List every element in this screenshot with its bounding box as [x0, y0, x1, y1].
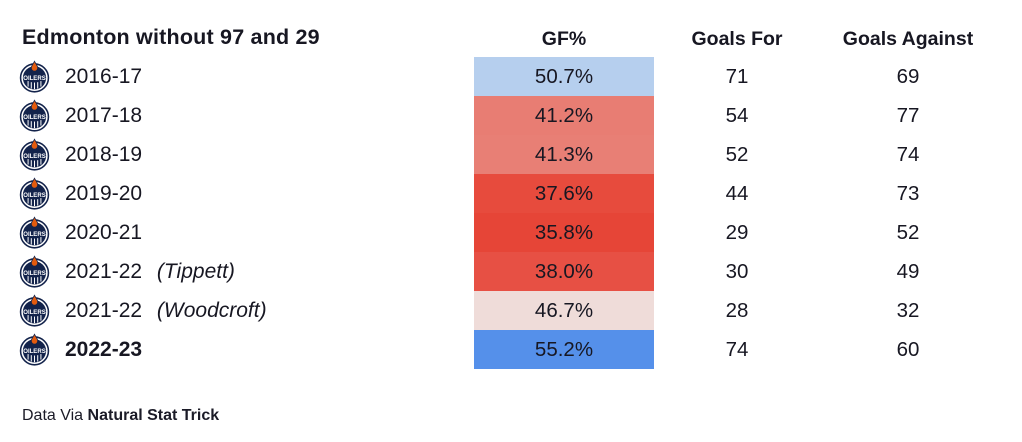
goals-for-cell: 71 [725, 64, 749, 88]
season-label: 2020-21 [65, 220, 143, 244]
oilers-logo-icon: OILERS [19, 138, 50, 171]
gf-pct-cell: 46.7% [474, 291, 654, 330]
table-body: OILERS 2016-17 50.7% 71 69 OILERS [0, 57, 1022, 369]
col-header-gf-pct: GF% [541, 27, 587, 50]
oilers-logo-icon: OILERS [19, 60, 50, 93]
data-source-name: Natural Stat Trick [87, 407, 220, 424]
table-row: OILERS 2020-21 35.8% 29 52 [0, 213, 1022, 252]
goals-for-cell: 54 [725, 103, 749, 127]
season-cell: OILERS 2018-19 [0, 135, 474, 174]
goals-against-cell: 77 [896, 103, 920, 127]
gf-pct-cell: 50.7% [474, 57, 654, 96]
col-header-goals-against: Goals Against [842, 27, 974, 50]
gf-pct-cell: 37.6% [474, 174, 654, 213]
goals-against-cell: 60 [896, 337, 920, 361]
season-cell: OILERS 2020-21 [0, 213, 474, 252]
oilers-logo-wordmark: OILERS [23, 271, 46, 277]
coach-note: (Tippett) [151, 259, 235, 283]
oilers-logo-wordmark: OILERS [23, 232, 46, 238]
goals-against-cell: 74 [896, 142, 920, 166]
season-label: 2018-19 [65, 142, 143, 166]
goals-for-cell: 74 [725, 337, 749, 361]
season-label: 2017-18 [65, 103, 143, 127]
table-row: OILERS 2019-20 37.6% 44 73 [0, 174, 1022, 213]
oilers-logo-wordmark: OILERS [23, 349, 46, 355]
page-title: Edmonton without 97 and 29 [22, 25, 320, 50]
season-label: 2021-22 [65, 259, 143, 283]
table-row: OILERS 2022-23 55.2% 74 60 [0, 330, 1022, 369]
goals-for-cell: 28 [725, 298, 749, 322]
table-row: OILERS 2016-17 50.7% 71 69 [0, 57, 1022, 96]
oilers-logo-icon: OILERS [19, 177, 50, 210]
gf-pct-cell: 41.3% [474, 135, 654, 174]
season-label: 2019-20 [65, 181, 143, 205]
table-row: OILERS 2021-22 (Woodcroft) 46.7% 28 32 [0, 291, 1022, 330]
table-header: Edmonton without 97 and 29 GF% Goals For… [0, 0, 1022, 57]
oilers-logo-wordmark: OILERS [23, 154, 46, 160]
oilers-logo-wordmark: OILERS [23, 193, 46, 199]
data-source-prefix: Data Via [22, 407, 88, 424]
gf-pct-cell: 55.2% [474, 330, 654, 369]
goals-against-cell: 32 [896, 298, 920, 322]
season-cell: OILERS 2021-22 (Tippett) [0, 252, 474, 291]
goals-for-cell: 29 [725, 220, 749, 244]
gf-pct-cell: 35.8% [474, 213, 654, 252]
goals-against-cell: 52 [896, 220, 920, 244]
table-row: OILERS 2018-19 41.3% 52 74 [0, 135, 1022, 174]
gf-pct-cell: 41.2% [474, 96, 654, 135]
season-cell: OILERS 2016-17 [0, 57, 474, 96]
table-row: OILERS 2017-18 41.2% 54 77 [0, 96, 1022, 135]
season-cell: OILERS 2019-20 [0, 174, 474, 213]
season-cell: OILERS 2021-22 (Woodcroft) [0, 291, 474, 330]
goals-against-cell: 49 [896, 259, 920, 283]
oilers-logo-icon: OILERS [19, 255, 50, 288]
season-label: 2016-17 [65, 64, 143, 88]
goals-against-cell: 73 [896, 181, 920, 205]
oilers-logo-wordmark: OILERS [23, 115, 46, 121]
goals-for-cell: 30 [725, 259, 749, 283]
oilers-logo-wordmark: OILERS [23, 76, 46, 82]
season-cell: OILERS 2022-23 [0, 330, 474, 369]
gf-pct-cell: 38.0% [474, 252, 654, 291]
season-label: 2021-22 [65, 298, 143, 322]
col-header-goals-for: Goals For [691, 27, 783, 50]
oilers-logo-icon: OILERS [19, 333, 50, 366]
season-label: 2022-23 [65, 337, 143, 361]
coach-note: (Woodcroft) [151, 298, 267, 322]
goals-for-cell: 52 [725, 142, 749, 166]
oilers-logo-icon: OILERS [19, 216, 50, 249]
data-source-note: Data Via Natural Stat Trick [0, 407, 1022, 425]
oilers-logo-icon: OILERS [19, 99, 50, 132]
table-row: OILERS 2021-22 (Tippett) 38.0% 30 49 [0, 252, 1022, 291]
goals-against-cell: 69 [896, 64, 920, 88]
oilers-logo-icon: OILERS [19, 294, 50, 327]
oilers-logo-wordmark: OILERS [23, 310, 46, 316]
season-cell: OILERS 2017-18 [0, 96, 474, 135]
goals-for-cell: 44 [725, 181, 749, 205]
